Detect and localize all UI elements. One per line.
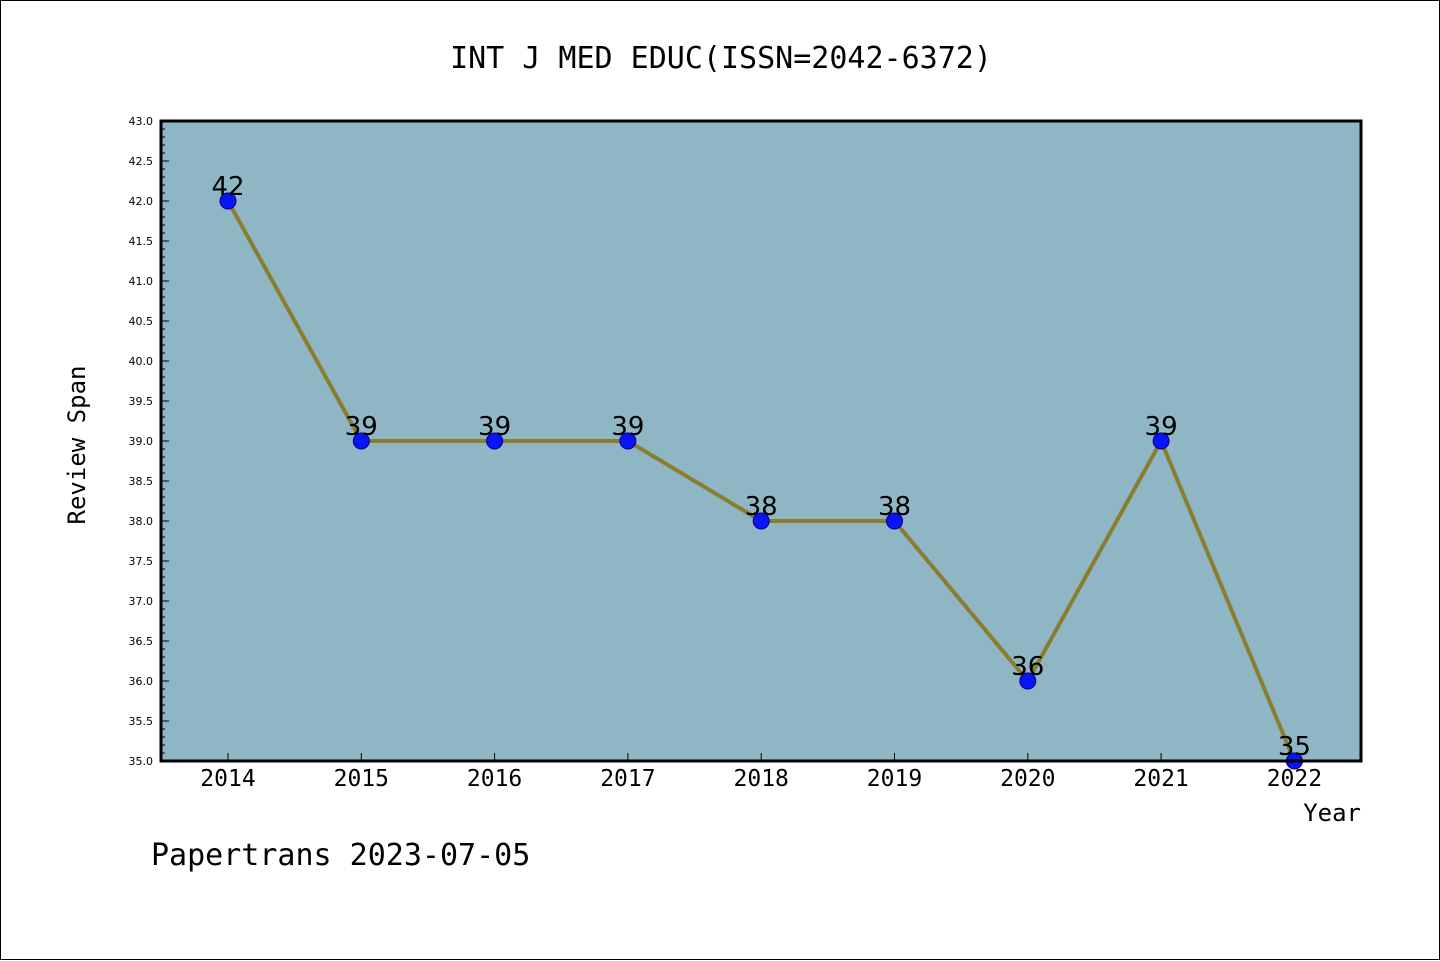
y-tick-label: 36.5 (129, 635, 154, 648)
y-tick-label: 41.0 (129, 275, 154, 288)
data-label: 38 (878, 492, 911, 522)
y-axis-label: Review Span (63, 366, 91, 525)
y-tick-label: 39.5 (129, 395, 154, 408)
x-tick-label: 2020 (1000, 766, 1055, 792)
plot-border (159, 119, 1363, 763)
data-label: 39 (478, 412, 511, 442)
data-point (619, 432, 637, 450)
x-tick-label: 2017 (600, 766, 655, 792)
data-label: 38 (745, 492, 778, 522)
data-point (752, 512, 770, 530)
y-tick-label: 39.0 (129, 435, 154, 448)
footer-credit: Papertrans 2023-07-05 (151, 838, 530, 873)
data-series: 42 39 39 39 38 38 36 39 35 (211, 172, 1311, 770)
data-label: 42 (211, 172, 244, 202)
y-tick-label: 36.0 (129, 675, 154, 688)
data-label: 36 (1011, 652, 1044, 682)
data-point (1019, 672, 1037, 690)
data-point (886, 512, 903, 530)
data-point (352, 432, 370, 450)
data-label: 39 (345, 412, 378, 442)
y-tick-label: 38.5 (129, 475, 154, 488)
data-label: 39 (1145, 412, 1178, 442)
y-tick-label: 40.0 (129, 355, 154, 368)
x-tick-label: 2022 (1267, 766, 1322, 792)
y-tick-label: 42.5 (129, 155, 154, 168)
y-tick-label: 38.0 (129, 515, 154, 528)
y-tick-label: 42.0 (129, 195, 154, 208)
data-label: 39 (611, 412, 644, 442)
y-tick-label: 43.0 (129, 115, 154, 128)
x-tick-label: 2021 (1133, 766, 1188, 792)
data-point (1152, 432, 1170, 450)
data-point (486, 432, 504, 450)
y-tick-label: 37.0 (129, 595, 154, 608)
x-tick-label: 2018 (734, 766, 789, 792)
data-label: 35 (1278, 732, 1311, 762)
y-tick-label: 40.5 (129, 315, 154, 328)
x-axis-label: Year (1303, 799, 1361, 827)
x-axis: 2014 2015 2016 2017 2018 2019 2020 2021 2022 (200, 753, 1322, 792)
chart-title: INT J MED EDUC(ISSN=2042-6372) (450, 41, 992, 76)
data-point (219, 192, 237, 210)
y-tick-label: 37.5 (129, 555, 154, 568)
y-tick-label: 35.0 (129, 755, 154, 768)
x-tick-label: 2015 (334, 766, 389, 792)
x-tick-label: 2019 (867, 766, 922, 792)
x-tick-label: 2014 (200, 766, 255, 792)
plot-area (161, 121, 1361, 761)
x-tick-label: 2016 (467, 766, 522, 792)
y-tick-label: 35.5 (129, 715, 154, 728)
y-tick-label: 41.5 (129, 235, 154, 248)
